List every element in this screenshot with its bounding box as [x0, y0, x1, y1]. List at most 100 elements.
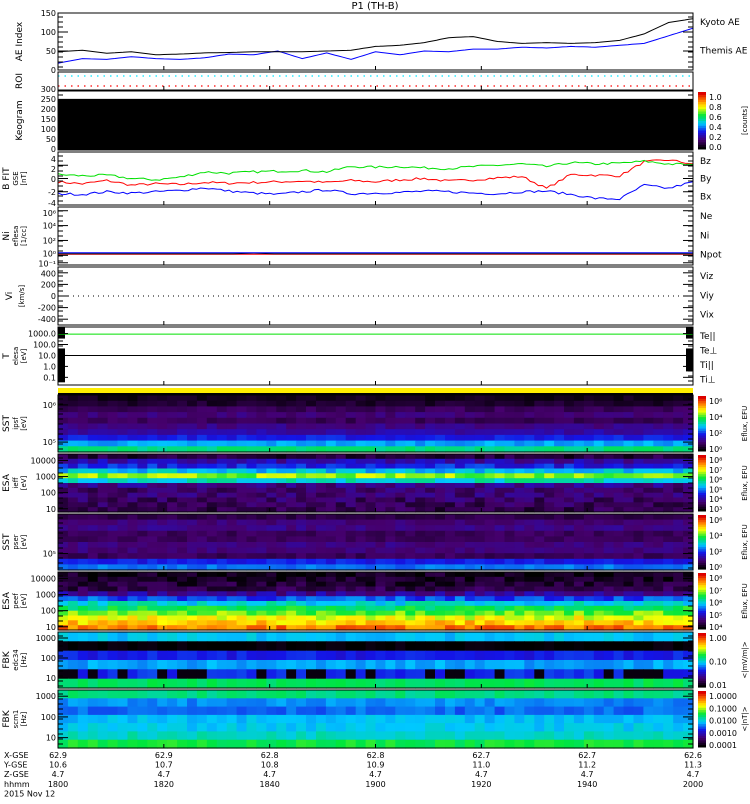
- sst_i-spectrogram-cell: [454, 440, 466, 447]
- esa_e-spectrogram-cell: [454, 576, 466, 583]
- esa_i-spectrogram-cell: [603, 463, 615, 470]
- fbk_b-spectrogram-cell: [87, 731, 99, 741]
- fbk_b-spectrogram-cell: [573, 714, 585, 724]
- esa_i-spectrogram-cell: [435, 458, 446, 465]
- sst_i-spectrogram-cell: [206, 446, 218, 453]
- fbk_e-spectrogram-cell: [107, 641, 119, 652]
- fbk_e-spectrogram-cell: [316, 669, 327, 680]
- sst_i-spectrogram-cell: [385, 440, 396, 447]
- sst_i-spectrogram-cell: [673, 400, 684, 407]
- esa_i-spectrogram-cell: [613, 468, 625, 474]
- esa_i-spectrogram-cell: [325, 473, 337, 479]
- sst_i-spectrogram-cell: [435, 429, 446, 436]
- esa_e-spectrogram-cell: [246, 615, 257, 621]
- sst_i-spectrogram-cell: [415, 406, 426, 413]
- esa_i-spectrogram-cell: [167, 463, 178, 470]
- sst_i-spectrogram-cell: [454, 434, 466, 442]
- fbk_b-spectrogram-cell: [603, 723, 615, 732]
- sst_e-spectrogram-cell: [464, 564, 476, 571]
- fbk_b-spectrogram-cell: [494, 698, 506, 708]
- esa_e-spectrogram-cell: [484, 591, 496, 597]
- sst_e-spectrogram-cell: [573, 542, 585, 549]
- sst_e-spectrogram-cell: [534, 547, 545, 554]
- sst_e-spectrogram-cell: [385, 542, 396, 549]
- fbk_b-spectrogram-cell: [554, 731, 565, 741]
- ephemeris-value: 1940: [577, 780, 597, 789]
- esa_i-spectrogram-cell: [177, 454, 188, 460]
- esa_e-spectrogram-cell: [643, 591, 654, 597]
- fbk_b-spectrogram-cell: [67, 698, 79, 708]
- sst_e-spectrogram-cell: [167, 542, 178, 549]
- sst_i-spectrogram-cell: [276, 434, 287, 442]
- esa_i-spectrogram-cell: [147, 492, 158, 499]
- ti-axis-block: [686, 359, 693, 372]
- sst_i-spectrogram-cell: [494, 400, 506, 407]
- sst_i-spectrogram-cell: [345, 412, 357, 419]
- esa_e-spectrogram-cell: [246, 581, 257, 588]
- sst_i-spectrogram-cell: [494, 429, 506, 436]
- esa_e-spectrogram-cell: [573, 591, 585, 597]
- esa_e-spectrogram-cell: [464, 591, 476, 597]
- esa_i-spectrogram-cell: [544, 492, 555, 499]
- sst_i-spectrogram-cell: [137, 423, 148, 430]
- esa_i-spectrogram-cell: [276, 502, 287, 508]
- fbk_b-spectrogram-cell: [514, 714, 525, 724]
- esa_i-spectrogram-cell: [484, 454, 496, 460]
- fbk_b-spectrogram-cell: [375, 706, 386, 716]
- sst_e-spectrogram-cell: [494, 525, 506, 532]
- fbk_b-spectrogram-cell: [296, 706, 307, 716]
- sst_e-spectrogram-cell: [663, 564, 674, 571]
- y-tick-label: 1000.0: [28, 330, 56, 339]
- sst_i-spectrogram-cell: [445, 395, 456, 402]
- ti-axis-block: [58, 348, 65, 361]
- fbk_b-spectrogram-cell: [415, 723, 426, 732]
- fbk_e-spectrogram-cell: [663, 641, 674, 652]
- sst_i-colorbar-cell: [698, 409, 706, 413]
- fbk_b-spectrogram-cell: [216, 698, 228, 708]
- fbk_b-spectrogram-cell: [544, 690, 555, 699]
- fbk_b-colorbar-cell: [698, 714, 706, 718]
- fbk_e-spectrogram-cell: [246, 660, 257, 670]
- esa_e-spectrogram-cell: [415, 596, 426, 602]
- sst_i-spectrogram-cell: [286, 417, 297, 425]
- fbk_e-spectrogram-cell: [514, 678, 525, 689]
- sst_e-spectrogram-cell: [246, 519, 257, 526]
- sst_i-spectrogram-cell: [484, 434, 496, 442]
- sst_e-spectrogram-cell: [58, 558, 69, 565]
- esa_e-spectrogram-cell: [167, 576, 178, 583]
- fbk_e-spectrogram-cell: [216, 650, 228, 661]
- sst_i-spectrogram-cell: [683, 412, 694, 419]
- esa_e-spectrogram-cell: [484, 576, 496, 583]
- esa_i-spectrogram-cell: [345, 492, 357, 499]
- sst_e-spectrogram-cell: [196, 553, 208, 560]
- sst_e-spectrogram-cell: [167, 547, 178, 554]
- fbk_b-spectrogram-cell: [534, 706, 545, 716]
- esa_e-spectrogram-cell: [157, 615, 168, 621]
- esa_i-spectrogram-cell: [147, 478, 158, 484]
- esa_i-spectrogram-cell: [187, 497, 198, 503]
- sst_i-spectrogram-cell: [77, 440, 89, 447]
- sst_i-colorbar-cell: [698, 446, 706, 450]
- fbk_e-spectrogram-cell: [593, 632, 605, 642]
- fbk_e-colorbar-cell: [698, 642, 706, 645]
- fbk_b-spectrogram-cell: [127, 739, 138, 749]
- sst_i-spectrogram-cell: [524, 446, 535, 453]
- sst_i-spectrogram-cell: [415, 417, 426, 425]
- fbk_b-spectrogram-cell: [633, 714, 644, 724]
- sst_i-spectrogram-cell: [683, 395, 694, 402]
- fbk_b-spectrogram-cell: [375, 723, 386, 732]
- colorbar-tick-label: 10⁴: [709, 623, 722, 632]
- data-availability-bar: [58, 388, 693, 393]
- esa_i-spectrogram-cell: [67, 473, 79, 479]
- esa_i-spectrogram-cell: [643, 458, 654, 465]
- esa_i-spectrogram-cell: [216, 473, 228, 479]
- sst_e-spectrogram-cell: [405, 553, 416, 560]
- fbk_e-spectrogram-cell: [147, 669, 158, 680]
- sst_i-spectrogram-cell: [107, 423, 119, 430]
- esa_e-spectrogram-cell: [325, 586, 337, 592]
- esa_i-spectrogram-cell: [286, 492, 297, 499]
- esa_i-spectrogram-cell: [613, 463, 625, 470]
- sst_e-spectrogram-cell: [325, 519, 337, 526]
- esa_e-spectrogram-cell: [544, 591, 555, 597]
- fbk_b-spectrogram-cell: [603, 690, 615, 699]
